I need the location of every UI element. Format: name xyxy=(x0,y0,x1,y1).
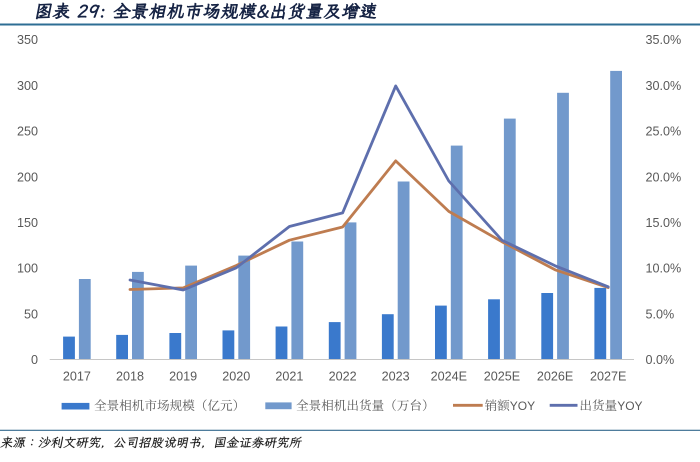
svg-text:2026E: 2026E xyxy=(537,369,573,383)
svg-text:25.0%: 25.0% xyxy=(646,125,682,139)
svg-text:2024E: 2024E xyxy=(431,369,467,383)
svg-text:2025E: 2025E xyxy=(484,369,520,383)
svg-text:2019: 2019 xyxy=(169,369,197,383)
svg-text:30.0%: 30.0% xyxy=(646,79,682,93)
svg-text:YOY: YOY xyxy=(510,399,535,413)
svg-text:20.0%: 20.0% xyxy=(646,170,682,184)
svg-text:35.0%: 35.0% xyxy=(646,33,682,47)
svg-text:2018: 2018 xyxy=(116,369,144,383)
svg-text:10.0%: 10.0% xyxy=(646,262,682,276)
svg-text:2020: 2020 xyxy=(222,369,250,383)
svg-text:100: 100 xyxy=(17,262,38,276)
svg-text:2017: 2017 xyxy=(63,369,91,383)
svg-text:300: 300 xyxy=(17,79,38,93)
svg-text:2021: 2021 xyxy=(275,369,303,383)
svg-text:YOY: YOY xyxy=(617,399,642,413)
svg-text:2022: 2022 xyxy=(329,369,357,383)
svg-text:5.0%: 5.0% xyxy=(646,307,675,321)
svg-text:50: 50 xyxy=(24,307,38,321)
svg-text:15.0%: 15.0% xyxy=(646,216,682,230)
svg-text:150: 150 xyxy=(17,216,38,230)
svg-text:250: 250 xyxy=(17,125,38,139)
svg-text:0: 0 xyxy=(31,353,38,367)
svg-text:0.0%: 0.0% xyxy=(646,353,675,367)
svg-text:2023: 2023 xyxy=(382,369,410,383)
svg-text:350: 350 xyxy=(17,33,38,47)
svg-text:200: 200 xyxy=(17,170,38,184)
svg-text:2027E: 2027E xyxy=(590,369,626,383)
